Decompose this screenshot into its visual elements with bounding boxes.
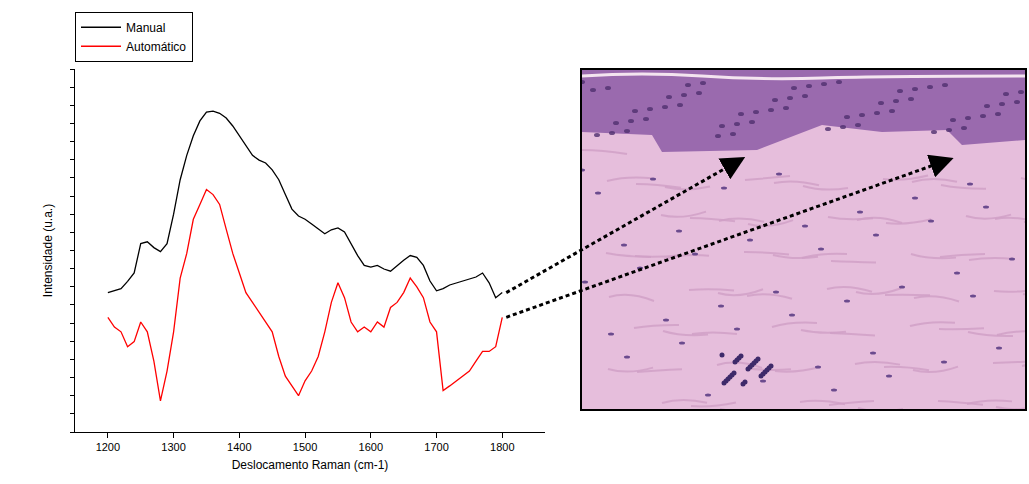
svg-text:1400: 1400 [227,441,251,453]
svg-text:Deslocamento Raman (cm-1): Deslocamento Raman (cm-1) [232,458,389,472]
svg-text:1700: 1700 [424,441,448,453]
svg-text:Intensidade (u.a.): Intensidade (u.a.) [41,204,55,297]
svg-text:1800: 1800 [490,441,514,453]
svg-text:Manual: Manual [126,21,165,35]
svg-text:1200: 1200 [96,441,120,453]
svg-text:1600: 1600 [359,441,383,453]
svg-text:Automático: Automático [126,40,186,54]
svg-text:1300: 1300 [161,441,185,453]
svg-text:1500: 1500 [293,441,317,453]
